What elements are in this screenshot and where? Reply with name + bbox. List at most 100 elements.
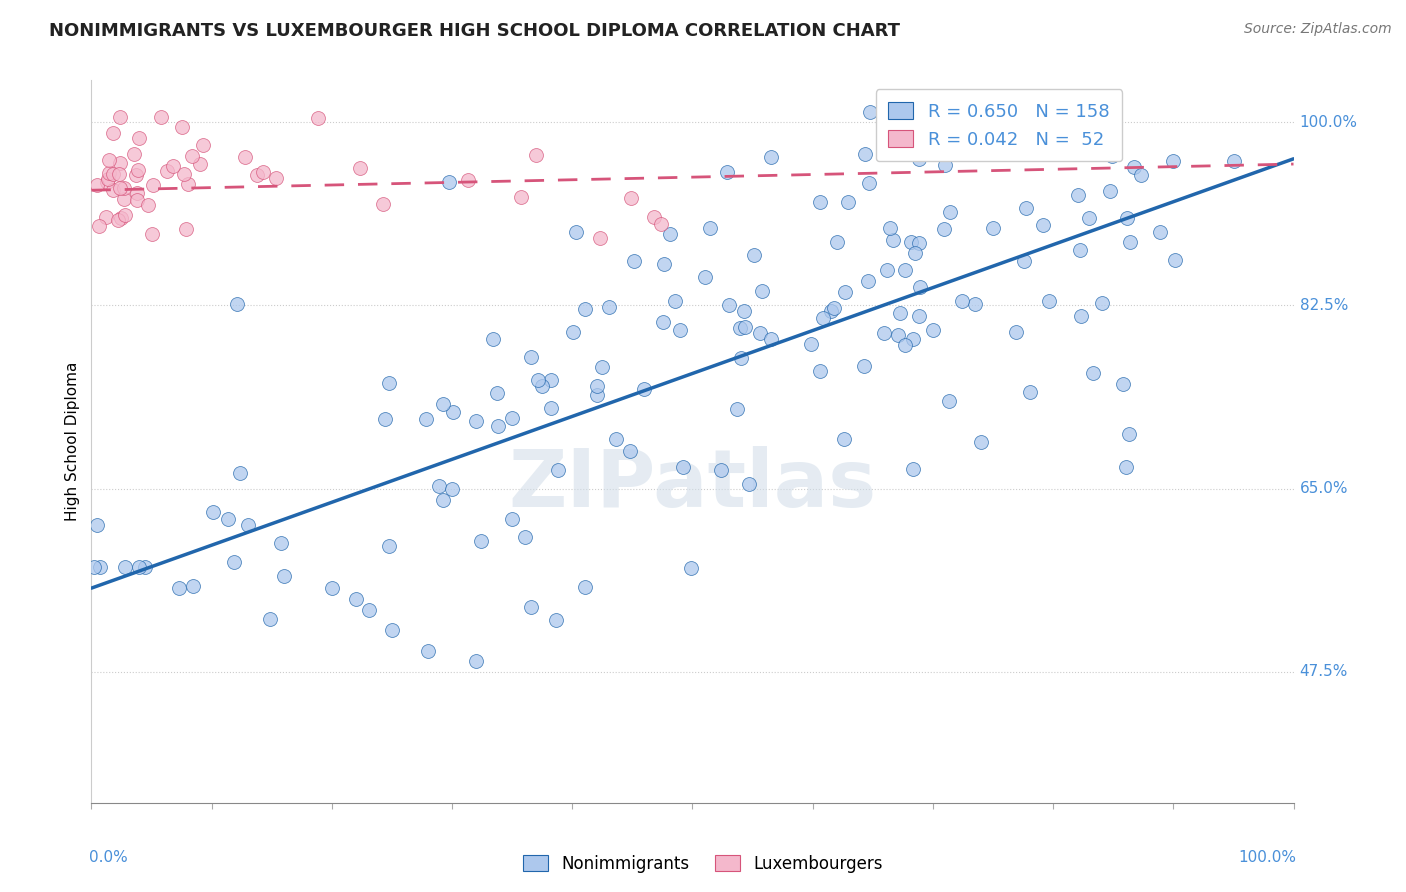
Point — [427, 479, 450, 493]
Point — [811, 311, 834, 326]
Point — [108, 180, 131, 194]
Point — [381, 623, 404, 637]
Point — [990, 104, 1012, 119]
Point — [437, 175, 460, 189]
Point — [808, 364, 831, 378]
Point — [1070, 310, 1092, 324]
Point — [233, 150, 256, 164]
Point — [176, 177, 198, 191]
Point — [87, 219, 110, 234]
Point — [1222, 153, 1244, 168]
Point — [470, 534, 492, 549]
Point — [481, 332, 503, 346]
Point — [825, 235, 848, 249]
Point — [730, 351, 752, 365]
Point — [520, 599, 543, 614]
Point — [519, 350, 541, 364]
Point — [858, 275, 880, 289]
Point — [378, 539, 401, 553]
Point — [882, 233, 904, 247]
Point — [246, 169, 269, 183]
Point — [586, 388, 609, 402]
Point — [907, 153, 929, 167]
Point — [832, 432, 855, 446]
Point — [963, 297, 986, 311]
Point — [1067, 188, 1090, 202]
Point — [457, 172, 479, 186]
Point — [544, 613, 567, 627]
Point — [432, 492, 454, 507]
Point — [156, 163, 179, 178]
Legend: Nonimmigrants, Luxembourgers: Nonimmigrants, Luxembourgers — [516, 848, 890, 880]
Point — [1038, 293, 1060, 308]
Point — [222, 555, 245, 569]
Point — [486, 418, 509, 433]
Point — [922, 323, 945, 337]
Point — [89, 560, 111, 574]
Point — [134, 560, 156, 574]
Point — [652, 315, 675, 329]
Point — [908, 236, 931, 251]
Point — [141, 227, 163, 241]
Point — [540, 401, 562, 416]
Point — [1118, 427, 1140, 442]
Point — [108, 167, 131, 181]
Point — [136, 198, 159, 212]
Text: 100.0%: 100.0% — [1237, 850, 1296, 864]
Point — [650, 217, 672, 231]
Point — [1112, 377, 1135, 392]
Point — [710, 463, 733, 477]
Point — [114, 560, 136, 574]
Point — [540, 373, 562, 387]
Point — [1149, 225, 1171, 239]
Point — [823, 301, 845, 315]
Point — [1069, 244, 1091, 258]
Point — [142, 178, 165, 192]
Point — [681, 561, 703, 575]
Point — [377, 376, 399, 391]
Point — [672, 459, 695, 474]
Point — [169, 581, 191, 595]
Point — [1116, 211, 1139, 225]
Point — [526, 147, 548, 161]
Point — [415, 411, 437, 425]
Point — [107, 212, 129, 227]
Point — [441, 483, 464, 497]
Point — [699, 220, 721, 235]
Point — [344, 591, 367, 606]
Point — [1091, 295, 1114, 310]
Point — [910, 279, 932, 293]
Point — [1081, 107, 1104, 121]
Point — [934, 157, 956, 171]
Point — [101, 167, 124, 181]
Legend: R = 0.650   N = 158, R = 0.042   N =  52: R = 0.650 N = 158, R = 0.042 N = 52 — [876, 89, 1122, 161]
Point — [1012, 253, 1035, 268]
Point — [96, 175, 118, 189]
Point — [1081, 366, 1104, 380]
Point — [108, 110, 131, 124]
Point — [1014, 201, 1036, 215]
Point — [183, 579, 205, 593]
Point — [416, 644, 439, 658]
Point — [1130, 168, 1153, 182]
Point — [605, 432, 627, 446]
Point — [1032, 218, 1054, 232]
Point — [101, 183, 124, 197]
Text: 100.0%: 100.0% — [1299, 115, 1358, 129]
Point — [716, 165, 738, 179]
Point — [1019, 384, 1042, 399]
Point — [201, 505, 224, 519]
Point — [122, 146, 145, 161]
Point — [357, 603, 380, 617]
Point — [738, 476, 761, 491]
Point — [903, 332, 925, 346]
Point — [893, 337, 915, 351]
Point — [432, 397, 454, 411]
Point — [658, 227, 681, 241]
Point — [908, 309, 931, 323]
Point — [749, 326, 772, 340]
Point — [321, 581, 343, 595]
Point — [531, 379, 554, 393]
Point — [876, 263, 898, 277]
Point — [800, 337, 823, 351]
